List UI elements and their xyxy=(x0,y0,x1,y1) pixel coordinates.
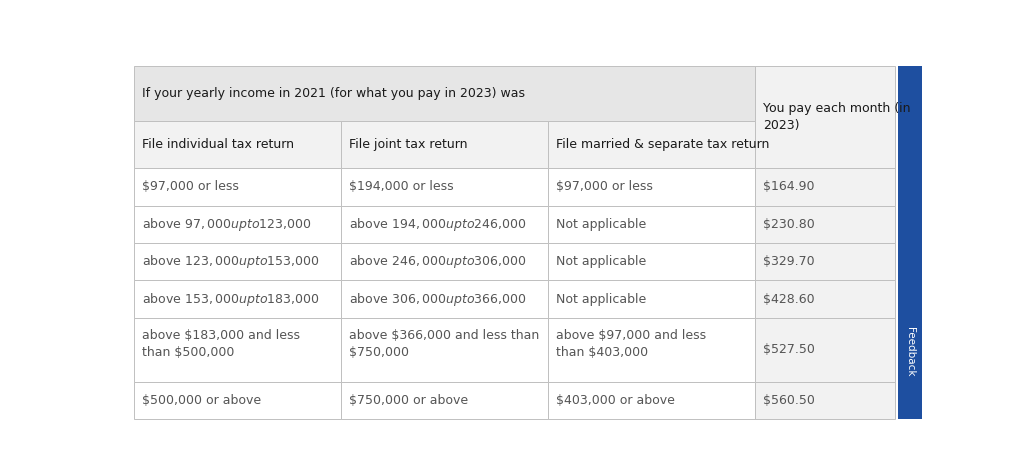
Bar xyxy=(134,66,756,121)
Text: File married & separate tax return: File married & separate tax return xyxy=(556,138,770,151)
Bar xyxy=(549,121,756,168)
Bar xyxy=(898,66,922,419)
Bar xyxy=(756,168,895,206)
Text: above $97,000 up to $123,000: above $97,000 up to $123,000 xyxy=(142,216,312,233)
Text: above $306,000 up to $366,000: above $306,000 up to $366,000 xyxy=(349,291,527,308)
Bar xyxy=(756,381,895,419)
Bar xyxy=(756,66,895,168)
Bar xyxy=(341,121,549,168)
Bar xyxy=(549,168,756,206)
Bar xyxy=(134,206,341,243)
Text: You pay each month (in
2023): You pay each month (in 2023) xyxy=(763,102,910,132)
Text: Not applicable: Not applicable xyxy=(556,255,646,268)
Bar xyxy=(549,243,756,281)
Text: $164.90: $164.90 xyxy=(763,180,815,193)
Text: $403,000 or above: $403,000 or above xyxy=(556,394,675,407)
Text: above $97,000 and less
than $403,000: above $97,000 and less than $403,000 xyxy=(556,330,707,359)
Bar xyxy=(756,243,895,281)
Text: above $153,000 up to $183,000: above $153,000 up to $183,000 xyxy=(142,291,319,308)
Text: $500,000 or above: $500,000 or above xyxy=(142,394,261,407)
Bar xyxy=(134,381,341,419)
Text: above $123,000 up to $153,000: above $123,000 up to $153,000 xyxy=(142,253,319,270)
Text: above $366,000 and less than
$750,000: above $366,000 and less than $750,000 xyxy=(349,330,540,359)
Bar xyxy=(134,281,341,318)
Text: $97,000 or less: $97,000 or less xyxy=(142,180,240,193)
Bar xyxy=(341,381,549,419)
Text: $428.60: $428.60 xyxy=(763,293,815,306)
Text: $194,000 or less: $194,000 or less xyxy=(349,180,454,193)
Bar xyxy=(341,206,549,243)
Bar xyxy=(549,281,756,318)
Bar xyxy=(756,318,895,381)
Text: Feedback: Feedback xyxy=(904,327,914,377)
Text: above $183,000 and less
than $500,000: above $183,000 and less than $500,000 xyxy=(142,330,300,359)
Text: $329.70: $329.70 xyxy=(763,255,815,268)
Text: $750,000 or above: $750,000 or above xyxy=(349,394,468,407)
Bar xyxy=(549,381,756,419)
Bar xyxy=(134,318,341,381)
Bar xyxy=(549,206,756,243)
Bar xyxy=(341,168,549,206)
Text: File individual tax return: File individual tax return xyxy=(142,138,294,151)
Text: Not applicable: Not applicable xyxy=(556,218,646,231)
Text: $97,000 or less: $97,000 or less xyxy=(556,180,653,193)
Text: $230.80: $230.80 xyxy=(763,218,815,231)
Bar xyxy=(341,243,549,281)
Text: above $194,000 up to $246,000: above $194,000 up to $246,000 xyxy=(349,216,527,233)
Bar xyxy=(134,121,341,168)
Text: Not applicable: Not applicable xyxy=(556,293,646,306)
Bar xyxy=(134,243,341,281)
Bar xyxy=(549,318,756,381)
Bar xyxy=(341,281,549,318)
Bar xyxy=(756,281,895,318)
Text: $560.50: $560.50 xyxy=(763,394,815,407)
Text: $527.50: $527.50 xyxy=(763,343,815,356)
Bar xyxy=(134,168,341,206)
Bar xyxy=(341,318,549,381)
Text: If your yearly income in 2021 (for what you pay in 2023) was: If your yearly income in 2021 (for what … xyxy=(142,87,525,100)
Text: File joint tax return: File joint tax return xyxy=(349,138,468,151)
Bar xyxy=(756,206,895,243)
Text: above $246,000 up to $306,000: above $246,000 up to $306,000 xyxy=(349,253,527,270)
